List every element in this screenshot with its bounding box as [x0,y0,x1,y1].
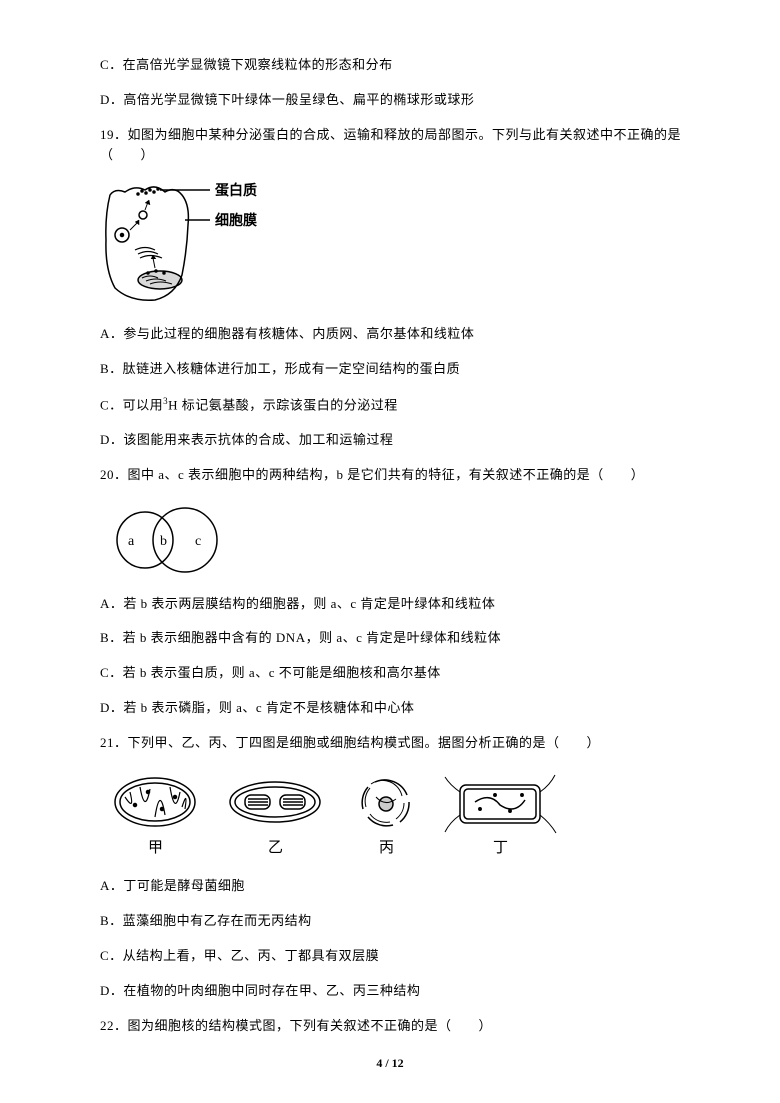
q22-stem: 22．图为细胞核的结构模式图，下列有关叙述不正确的是（ ） [100,1016,685,1037]
q20-fig-b: b [160,534,167,549]
q18-option-c: C．在高倍光学显微镜下观察线粒体的形态和分布 [100,55,685,76]
q20-option-d: D．若 b 表示磷脂，则 a、c 肯定不是核糖体和中心体 [100,698,685,719]
q20-figure: a b c [100,500,685,580]
q21-option-d: D．在植物的叶肉细胞中同时存在甲、乙、丙三种结构 [100,981,685,1002]
q19-fig-label1: 蛋白质 [215,182,257,199]
q21-fig-label3: 丙 [379,840,394,856]
q21-fig-label1: 甲 [148,840,163,856]
q21-option-a: A．丁可能是酵母菌细胞 [100,876,685,897]
q19-figure: 蛋白质 细胞膜 [100,180,685,310]
q19-option-b: B．肽链进入核糖体进行加工，形成有一定空间结构的蛋白质 [100,359,685,380]
q20-fig-c: c [195,534,201,549]
q20-option-c: C．若 b 表示蛋白质，则 a、c 不可能是细胞核和高尔基体 [100,663,685,684]
page-total: 12 [392,1056,404,1070]
q21-fig-label2: 乙 [268,840,283,856]
q18-option-d: D．高倍光学显微镜下叶绿体一般呈绿色、扁平的椭球形或球形 [100,90,685,111]
q20-option-a: A．若 b 表示两层膜结构的细胞器，则 a、c 肯定是叶绿体和线粒体 [100,594,685,615]
q19-option-a: A．参与此过程的细胞器有核糖体、内质网、高尔基体和线粒体 [100,324,685,345]
q21-stem: 21．下列甲、乙、丙、丁四图是细胞或细胞结构模式图。据图分析正确的是（ ） [100,733,685,754]
q20-fig-a: a [128,534,135,549]
q20-stem: 20．图中 a、c 表示细胞中的两种结构，b 是它们共有的特征，有关叙述不正确的… [100,465,685,486]
q19-fig-label2: 细胞膜 [215,212,257,229]
page-footer: 4 / 12 [0,1054,780,1073]
q19-option-d: D．该图能用来表示抗体的合成、加工和运输过程 [100,430,685,451]
q19-option-c: C．可以用3H 标记氨基酸，示踪该蛋白的分泌过程 [100,394,685,416]
q21-option-b: B．蓝藻细胞中有乙存在而无丙结构 [100,911,685,932]
q19-stem: 19．如图为细胞中某种分泌蛋白的合成、运输和释放的局部图示。下列与此有关叙述中不… [100,125,685,167]
q21-option-c: C．从结构上看，甲、乙、丙、丁都具有双层膜 [100,946,685,967]
q21-figure: 甲 乙 丙 丁 [100,767,685,862]
q21-fig-label4: 丁 [493,840,508,856]
q20-option-b: B．若 b 表示细胞器中含有的 DNA，则 a、c 肯定是叶绿体和线粒体 [100,628,685,649]
